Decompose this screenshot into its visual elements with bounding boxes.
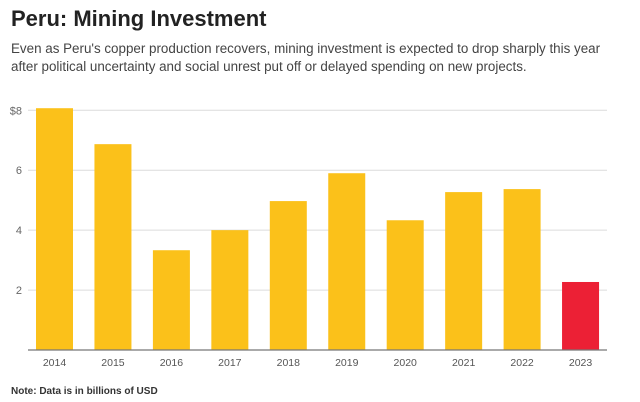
bar-2015 xyxy=(94,144,132,350)
bar-2014 xyxy=(36,108,73,350)
x-tick-label: 2014 xyxy=(43,357,67,369)
x-tick-label: 2016 xyxy=(160,357,184,369)
x-tick-label: 2020 xyxy=(394,357,418,369)
x-tick-label: 2022 xyxy=(510,357,534,369)
bar-2018 xyxy=(269,201,307,350)
x-tick-label: 2015 xyxy=(101,357,125,369)
y-tick-label: 6 xyxy=(16,165,22,177)
x-tick-label: 2018 xyxy=(277,357,301,369)
y-tick-label: 4 xyxy=(16,225,22,237)
bar-2020 xyxy=(386,220,424,350)
x-tick-label: 2019 xyxy=(335,357,359,369)
bar-2021 xyxy=(445,192,483,350)
y-tick-label: 2 xyxy=(16,285,22,297)
chart-subtitle: Even as Peru's copper production recover… xyxy=(11,41,601,74)
y-tick-label: $8 xyxy=(10,105,22,117)
x-tick-label: 2023 xyxy=(569,357,593,369)
bar-2017 xyxy=(211,230,249,350)
x-tick-label: 2021 xyxy=(452,357,476,369)
chart-note: Note: Data is in billions of USD xyxy=(11,386,158,397)
bar-2022 xyxy=(503,189,541,350)
bar-2016 xyxy=(152,250,190,350)
bar-2023 xyxy=(562,281,600,350)
x-tick-label: 2017 xyxy=(218,357,242,369)
chart-title: Peru: Mining Investment xyxy=(11,6,267,31)
bar-2019 xyxy=(328,173,366,350)
